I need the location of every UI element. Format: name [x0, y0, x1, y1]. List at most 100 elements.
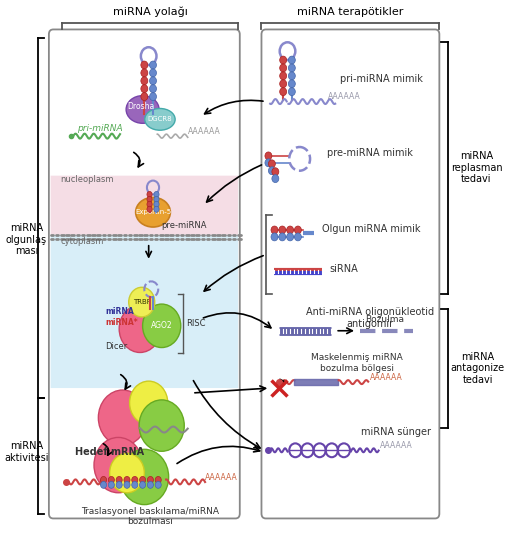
- Text: Olgun miRNA mimik: Olgun miRNA mimik: [322, 224, 421, 234]
- Circle shape: [154, 201, 159, 207]
- Circle shape: [265, 152, 272, 160]
- Text: miRNA yolağı: miRNA yolağı: [113, 6, 188, 17]
- Circle shape: [99, 390, 147, 445]
- Circle shape: [289, 72, 295, 80]
- Circle shape: [130, 381, 168, 425]
- Circle shape: [154, 197, 159, 202]
- Text: RISC: RISC: [186, 319, 205, 328]
- Text: siRNA: siRNA: [329, 264, 358, 274]
- Text: pre-miRNA mimik: pre-miRNA mimik: [327, 148, 412, 158]
- Text: pre-miRNA: pre-miRNA: [162, 221, 207, 230]
- Circle shape: [268, 167, 275, 175]
- Text: AAAAAA: AAAAAA: [205, 473, 238, 482]
- Circle shape: [141, 93, 148, 100]
- Circle shape: [280, 72, 287, 80]
- Circle shape: [149, 85, 156, 93]
- Circle shape: [108, 476, 114, 483]
- Circle shape: [139, 400, 184, 451]
- Text: Drosha: Drosha: [127, 102, 154, 111]
- Circle shape: [132, 482, 138, 488]
- Circle shape: [287, 226, 294, 234]
- Text: miRNA
replasman
tedavi: miRNA replasman tedavi: [451, 151, 502, 184]
- Circle shape: [147, 206, 152, 212]
- Circle shape: [154, 192, 159, 198]
- Circle shape: [280, 56, 287, 64]
- Circle shape: [272, 175, 279, 183]
- Circle shape: [116, 482, 122, 488]
- Ellipse shape: [145, 108, 175, 130]
- Text: miRNA: miRNA: [105, 307, 134, 316]
- Text: miRNA sünger: miRNA sünger: [361, 427, 431, 437]
- Circle shape: [289, 80, 295, 88]
- Circle shape: [141, 77, 148, 85]
- FancyBboxPatch shape: [51, 235, 238, 388]
- Text: miRNA
antagonize
tedavi: miRNA antagonize tedavi: [451, 352, 505, 385]
- Text: Bozulma: Bozulma: [366, 315, 404, 324]
- Text: DGCR8: DGCR8: [148, 116, 172, 122]
- Circle shape: [116, 476, 122, 483]
- Circle shape: [154, 206, 159, 212]
- Text: Exportin-5: Exportin-5: [135, 209, 171, 215]
- Circle shape: [132, 476, 138, 483]
- Circle shape: [124, 476, 130, 483]
- Circle shape: [149, 69, 156, 77]
- Circle shape: [295, 233, 301, 241]
- FancyBboxPatch shape: [51, 176, 238, 235]
- Text: miRNA terapötikler: miRNA terapötikler: [297, 6, 403, 17]
- Text: Dicer: Dicer: [105, 342, 128, 350]
- Circle shape: [287, 233, 294, 241]
- Circle shape: [155, 476, 161, 483]
- Circle shape: [101, 476, 107, 483]
- Circle shape: [147, 482, 153, 488]
- Text: AAAAAA: AAAAAA: [328, 92, 361, 100]
- Circle shape: [143, 304, 181, 348]
- Text: Maskelenmiş miRNA
bozulma bölgesi: Maskelenmiş miRNA bozulma bölgesi: [311, 354, 403, 373]
- Circle shape: [265, 159, 272, 167]
- Text: Traslasyonel baskılama/miRNA
bozulması: Traslasyonel baskılama/miRNA bozulması: [81, 507, 219, 526]
- Text: pri-miRNA: pri-miRNA: [77, 124, 122, 133]
- Circle shape: [129, 287, 155, 317]
- Circle shape: [140, 482, 146, 488]
- Circle shape: [295, 226, 301, 234]
- Circle shape: [289, 64, 295, 72]
- Circle shape: [271, 233, 278, 241]
- Circle shape: [280, 64, 287, 72]
- Circle shape: [289, 56, 295, 64]
- Text: miRNA
aktivitesi: miRNA aktivitesi: [4, 442, 49, 463]
- Circle shape: [94, 437, 143, 493]
- Text: Hedef mRNA: Hedef mRNA: [75, 447, 144, 457]
- Circle shape: [120, 449, 169, 505]
- Text: Anti-miRNA oligonükleotid
antigomir: Anti-miRNA oligonükleotid antigomir: [306, 307, 434, 328]
- Circle shape: [108, 482, 114, 488]
- Circle shape: [147, 197, 152, 202]
- Text: nucleoplasm: nucleoplasm: [60, 175, 114, 184]
- Text: AAAAAA: AAAAAA: [370, 373, 403, 382]
- Ellipse shape: [126, 96, 159, 123]
- Circle shape: [280, 88, 287, 96]
- Circle shape: [141, 85, 148, 93]
- Text: miRNA
olgunlaş
ması: miRNA olgunlaş ması: [6, 223, 47, 256]
- Text: pri-miRNA mimik: pri-miRNA mimik: [339, 74, 423, 84]
- Circle shape: [110, 453, 144, 493]
- Ellipse shape: [136, 198, 170, 227]
- Text: AGO2: AGO2: [151, 321, 173, 331]
- Text: AAAAAA: AAAAAA: [380, 441, 413, 450]
- Circle shape: [147, 476, 153, 483]
- Text: miRNA*: miRNA*: [105, 318, 138, 327]
- Circle shape: [155, 482, 161, 488]
- Text: AAAAAA: AAAAAA: [188, 127, 220, 136]
- Circle shape: [279, 226, 286, 234]
- Circle shape: [149, 93, 156, 100]
- Circle shape: [280, 80, 287, 88]
- Circle shape: [147, 192, 152, 198]
- Circle shape: [289, 88, 295, 96]
- Circle shape: [279, 233, 286, 241]
- Circle shape: [124, 482, 130, 488]
- Circle shape: [141, 61, 148, 69]
- Circle shape: [268, 160, 275, 168]
- Circle shape: [101, 482, 107, 488]
- Text: cytoplasm: cytoplasm: [60, 237, 104, 246]
- Circle shape: [147, 201, 152, 207]
- Circle shape: [149, 61, 156, 69]
- Circle shape: [271, 226, 278, 234]
